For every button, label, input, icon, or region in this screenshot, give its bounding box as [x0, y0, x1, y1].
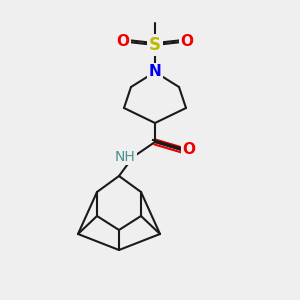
Text: O: O: [181, 34, 194, 50]
Text: O: O: [182, 142, 196, 158]
Text: NH: NH: [115, 150, 135, 164]
Text: N: N: [148, 64, 161, 80]
Text: S: S: [149, 36, 161, 54]
Text: O: O: [116, 34, 130, 50]
